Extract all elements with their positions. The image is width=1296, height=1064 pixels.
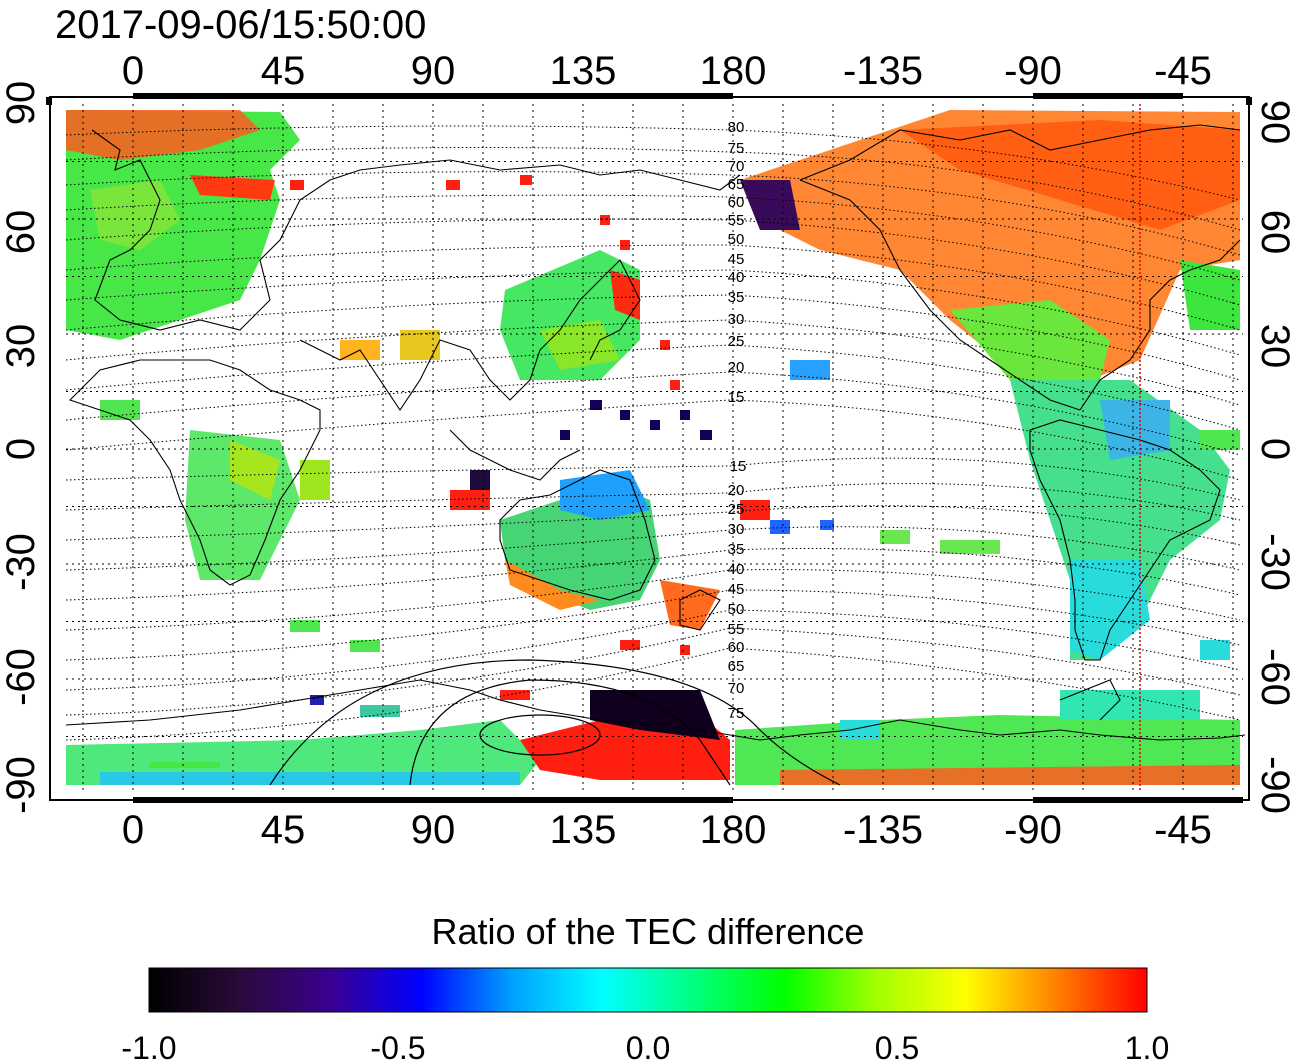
colorbar-tick: -0.5 <box>370 1030 425 1064</box>
svg-text:70: 70 <box>728 680 745 697</box>
frame-tick-bars <box>46 93 1252 803</box>
colorbar-ticks: -1.0 -0.5 0.0 0.5 1.0 <box>121 1030 1169 1064</box>
left-lat-tick: -90 <box>0 756 43 814</box>
bottom-lon-tick: -135 <box>843 808 923 852</box>
bottom-lon-tick: 45 <box>261 808 306 852</box>
bottom-lon-axis: 0 45 90 135 180 -135 -90 -45 <box>122 808 1212 852</box>
svg-text:30: 30 <box>728 521 745 538</box>
magnetic-pole-contours <box>269 659 841 786</box>
coastlines <box>65 124 1246 741</box>
graticule <box>66 104 1243 792</box>
svg-text:25: 25 <box>728 333 745 350</box>
top-lon-tick: 45 <box>261 49 306 93</box>
colorbar <box>148 967 1148 1013</box>
top-lon-tick: 90 <box>411 49 456 93</box>
right-lat-tick: 0 <box>1253 438 1296 460</box>
svg-text:65: 65 <box>728 658 745 675</box>
svg-text:40: 40 <box>728 269 745 286</box>
svg-text:35: 35 <box>728 541 745 558</box>
svg-text:50: 50 <box>728 231 745 248</box>
bottom-lon-tick: 90 <box>411 808 456 852</box>
magnetic-latitude-lines <box>65 125 1241 741</box>
svg-text:20: 20 <box>728 359 745 376</box>
svg-text:70: 70 <box>728 158 745 175</box>
svg-text:30: 30 <box>728 311 745 328</box>
svg-text:55: 55 <box>728 212 745 229</box>
svg-text:35: 35 <box>728 289 745 306</box>
right-lat-tick: -60 <box>1253 648 1296 706</box>
svg-text:55: 55 <box>728 621 745 638</box>
colorbar-tick: 0.0 <box>626 1030 670 1064</box>
colorbar-tick: 1.0 <box>1125 1030 1169 1064</box>
left-lat-tick: 90 <box>0 81 43 126</box>
svg-text:65: 65 <box>728 176 745 193</box>
right-lat-axis: 90 60 30 0 -30 -60 -90 <box>1253 100 1296 814</box>
top-lon-tick: 180 <box>700 49 767 93</box>
bottom-lon-tick: -90 <box>1004 808 1062 852</box>
right-lat-tick: 30 <box>1253 324 1296 369</box>
top-lon-tick: -135 <box>843 49 923 93</box>
svg-text:20: 20 <box>728 482 745 499</box>
bottom-lon-tick: 135 <box>550 808 617 852</box>
right-lat-tick: 90 <box>1253 100 1296 145</box>
top-lon-tick: 135 <box>550 49 617 93</box>
colorbar-title: Ratio of the TEC difference <box>432 911 865 952</box>
svg-text:45: 45 <box>728 581 745 598</box>
right-lat-tick: -30 <box>1253 533 1296 591</box>
colorbar-tick: -1.0 <box>121 1030 176 1064</box>
svg-text:75: 75 <box>728 705 745 722</box>
right-lat-tick: -90 <box>1253 756 1296 814</box>
svg-text:60: 60 <box>728 194 745 211</box>
figure-title: 2017-09-06/15:50:00 <box>55 3 426 47</box>
svg-text:45: 45 <box>728 251 745 268</box>
svg-text:15: 15 <box>730 458 747 475</box>
svg-text:75: 75 <box>728 140 745 157</box>
left-lat-tick: 30 <box>0 324 43 369</box>
left-lat-tick: 0 <box>0 438 43 460</box>
top-lon-tick: 0 <box>122 49 144 93</box>
top-lon-axis: 0 45 90 135 180 -135 -90 -45 <box>122 49 1212 93</box>
left-lat-tick: -30 <box>0 533 43 591</box>
svg-text:40: 40 <box>728 561 745 578</box>
right-lat-tick: 60 <box>1253 210 1296 255</box>
colorbar-tick: 0.5 <box>875 1030 919 1064</box>
svg-text:15: 15 <box>728 389 745 406</box>
svg-text:50: 50 <box>728 601 745 618</box>
left-lat-tick: -60 <box>0 648 43 706</box>
bottom-lon-tick: 0 <box>122 808 144 852</box>
bottom-lon-tick: -45 <box>1154 808 1212 852</box>
bottom-lon-tick: 180 <box>700 808 767 852</box>
svg-text:25: 25 <box>728 501 745 518</box>
left-lat-tick: 60 <box>0 210 43 255</box>
top-lon-tick: -90 <box>1004 49 1062 93</box>
top-lon-tick: -45 <box>1154 49 1212 93</box>
mlat-labels: 80 75 70 65 60 55 50 45 40 35 30 25 20 1… <box>728 119 747 722</box>
svg-text:60: 60 <box>728 639 745 656</box>
left-lat-axis: 90 60 30 0 -30 -60 -90 <box>0 81 43 814</box>
svg-text:80: 80 <box>728 119 745 136</box>
